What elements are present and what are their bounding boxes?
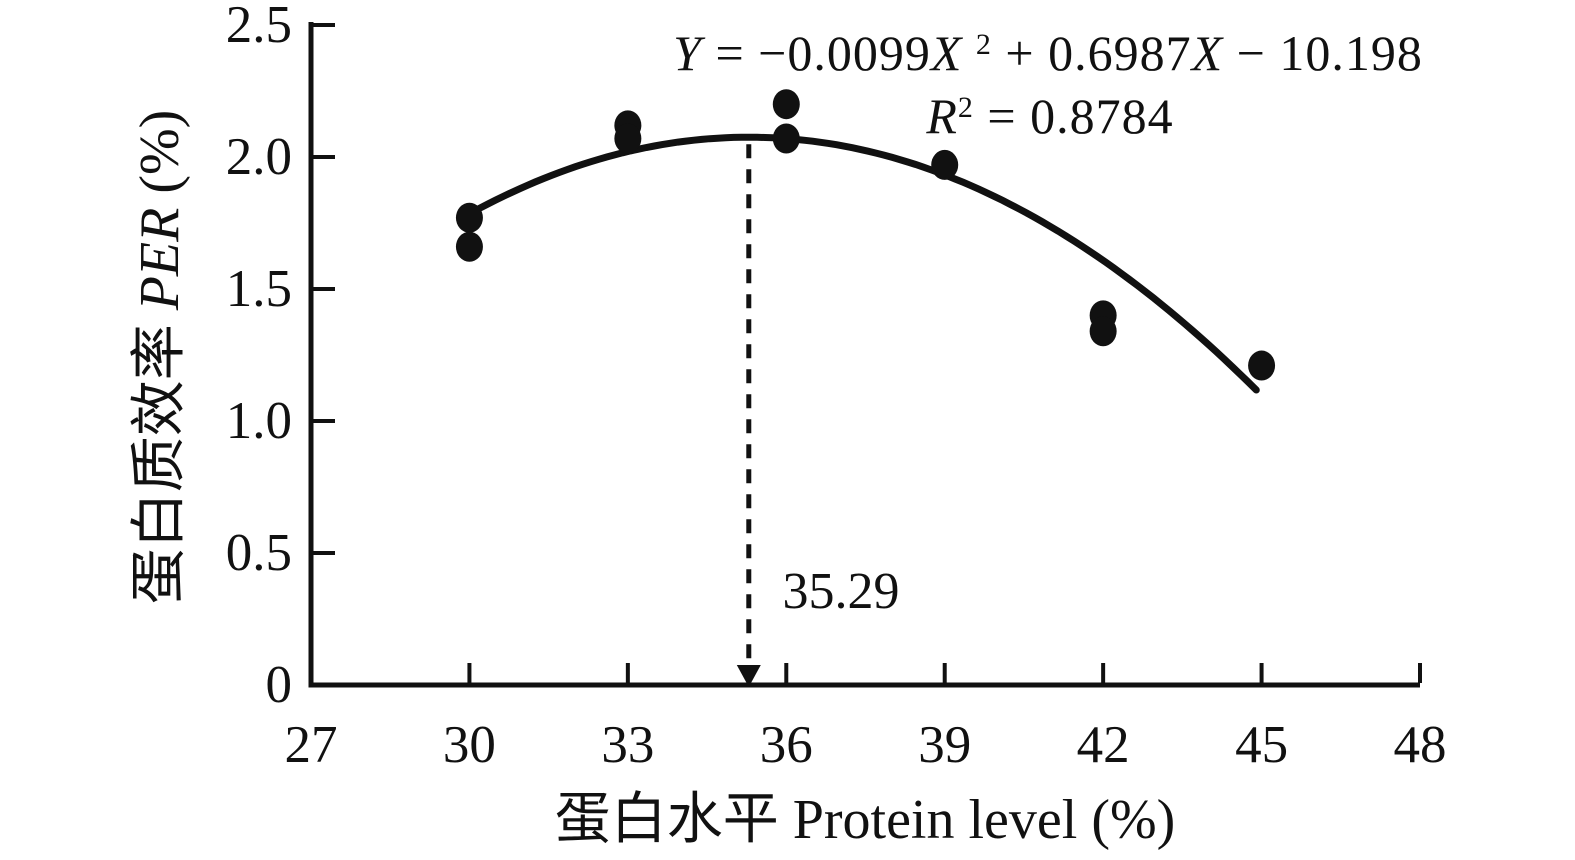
- fit-curve: [468, 133, 1260, 394]
- x-tick-label: 33: [601, 716, 654, 774]
- text-run: Y: [673, 25, 702, 81]
- text-run: 2: [975, 27, 992, 61]
- data-point: [614, 123, 642, 154]
- x-tick-label: 42: [1077, 716, 1130, 774]
- text-run: + 0.6987: [991, 25, 1192, 81]
- y-tick-label: 2.5: [226, 0, 292, 54]
- text-run: = 0.8784: [973, 88, 1174, 144]
- data-point: [455, 231, 483, 262]
- x-tick-label: 30: [443, 716, 496, 774]
- y-tick-label: 0: [266, 656, 293, 714]
- y-tick-label: 1.5: [226, 260, 292, 318]
- text-run: R: [926, 88, 958, 144]
- text-run: 蛋白质效率: [129, 310, 191, 605]
- y-tick-label: 1.0: [226, 392, 292, 450]
- x-tick-label: 39: [918, 716, 971, 774]
- data-point: [772, 123, 800, 154]
- data-point: [455, 202, 483, 233]
- text-run: = −0.0099: [701, 25, 931, 81]
- x-axis-title: 蛋白水平 Protein level (%): [555, 792, 1176, 848]
- data-point: [772, 89, 800, 120]
- regression-equation: Y = −0.0099X 2 + 0.6987X − 10.198: [673, 28, 1423, 78]
- optimum-arrowhead-icon: [736, 665, 761, 687]
- y-axis-title: 蛋白质效率 PER (%): [129, 109, 191, 605]
- r-squared-value: R2 = 0.8784: [926, 91, 1173, 141]
- text-run: 蛋白水平 Protein level (%): [554, 789, 1176, 851]
- optimum-annotation: 35.29: [782, 563, 900, 620]
- text-run: PER: [129, 207, 191, 311]
- text-run: X: [930, 25, 963, 81]
- text-run: (%): [129, 109, 191, 208]
- text-run: X: [1191, 25, 1224, 81]
- y-tick-label: 2.0: [226, 128, 292, 186]
- data-point: [1089, 316, 1117, 347]
- x-tick-label: 45: [1235, 716, 1288, 774]
- x-tick-label: 36: [760, 716, 813, 774]
- data-point: [1248, 350, 1276, 381]
- text-run: [962, 25, 976, 81]
- data-point: [931, 149, 959, 180]
- text-run: − 10.198: [1223, 25, 1423, 81]
- y-tick-label: 0.5: [226, 524, 292, 582]
- x-tick-label: 27: [285, 716, 338, 774]
- x-tick-label: 48: [1394, 716, 1447, 774]
- text-run: 2: [957, 90, 974, 124]
